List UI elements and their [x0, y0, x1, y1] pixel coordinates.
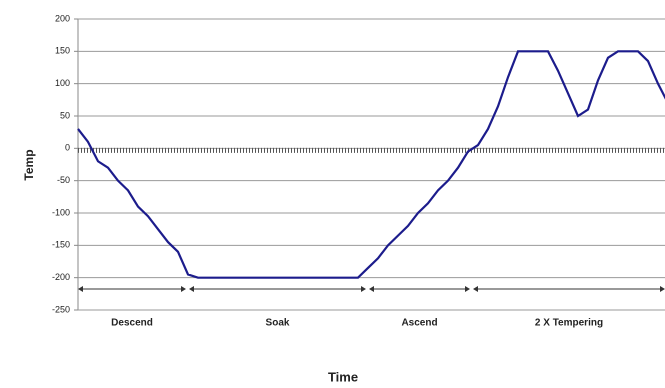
- arrow-head: [465, 286, 470, 292]
- y-tick-label: -100: [52, 207, 70, 217]
- arrow-head: [361, 286, 366, 292]
- y-tick-label: -50: [57, 175, 70, 185]
- y-tick-label: 150: [55, 46, 70, 56]
- arrow-head: [369, 286, 374, 292]
- arrow-head: [660, 286, 665, 292]
- phase-label: Ascend: [401, 318, 437, 329]
- phase-label: 2 X Tempering: [535, 318, 603, 329]
- arrow-head: [181, 286, 186, 292]
- data-line: [77, 50, 665, 279]
- phase-label: Soak: [266, 318, 290, 329]
- arrow-head: [473, 286, 478, 292]
- y-tick-label: -250: [52, 304, 70, 314]
- arrow-head: [78, 286, 83, 292]
- y-tick-label: 100: [55, 78, 70, 88]
- phase-label: Descend: [111, 318, 153, 329]
- y-tick-label: 50: [60, 110, 70, 120]
- x-axis-title: Time: [328, 369, 358, 384]
- y-tick-label: 0: [65, 143, 70, 153]
- y-axis-title: Temp: [22, 149, 36, 180]
- y-tick-label: -200: [52, 272, 70, 282]
- arrow-head: [189, 286, 194, 292]
- y-tick-label: 200: [55, 13, 70, 23]
- y-tick-label: -150: [52, 240, 70, 250]
